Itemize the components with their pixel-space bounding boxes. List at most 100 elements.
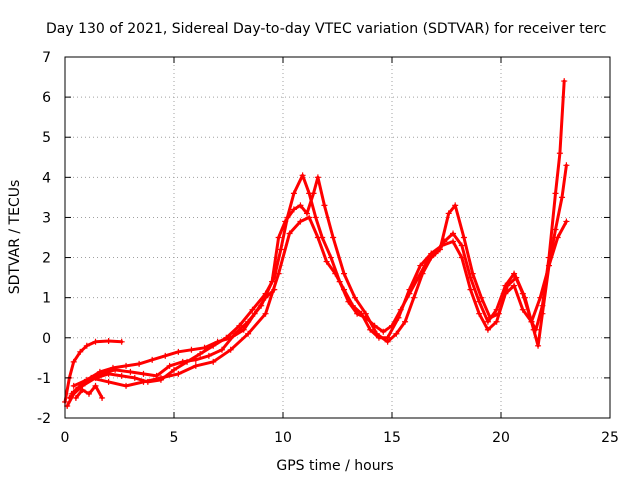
data-point [458,242,465,249]
data-point [136,360,143,367]
data-point [85,390,92,397]
y-tick-label: 7 [42,50,51,66]
data-point [131,374,138,381]
data-point [205,352,212,359]
x-tick-label: 25 [601,430,619,446]
data-point [310,190,317,197]
data-point [375,334,382,341]
y-tick-label: 1 [42,291,51,307]
data-point [232,330,239,337]
data-point [157,374,164,381]
data-point [227,346,234,353]
data-point [493,318,500,325]
data-point [406,286,413,293]
series-track-e [70,214,570,389]
data-point [68,390,75,397]
data-point [556,150,563,157]
data-point [306,214,313,221]
data-point [458,254,465,261]
data-point [123,362,130,369]
data-point [341,286,348,293]
data-point [188,346,195,353]
data-point [545,262,552,269]
data-point [513,274,520,281]
x-tick-label: 15 [383,430,401,446]
data-point [563,162,570,169]
y-axis-label: SDTVAR / TECUs [7,180,23,295]
data-point [175,348,182,355]
data-point [327,254,334,261]
data-point [197,350,204,357]
y-tick-label: 2 [42,251,51,267]
data-point [452,202,459,209]
data-point [417,262,424,269]
data-point [79,386,86,393]
series-line [65,288,276,408]
y-axis: -2 -1 0 1 2 3 4 5 6 7 [37,50,610,427]
data-point [469,270,476,277]
data-point [341,270,348,277]
data-point [245,318,252,325]
data-point [286,230,293,237]
y-tick-label: 5 [42,130,51,146]
data-point [384,334,391,341]
data-point [537,294,544,301]
data-point [210,342,217,349]
data-point [210,358,217,365]
grid-lines [65,57,610,418]
data-point [275,234,282,241]
data-point [521,294,528,301]
data-point [127,368,134,375]
data-point [504,282,511,289]
data-point [559,194,566,201]
y-tick-label: -1 [37,371,51,387]
data-point [511,270,518,277]
data-point [123,382,130,389]
data-point [450,230,457,237]
x-tick-label: 5 [170,430,179,446]
data-point [476,298,483,305]
data-point [312,214,319,221]
data-point [262,310,269,317]
x-tick-label: 0 [61,430,70,446]
data-point [502,290,509,297]
data-point [332,270,339,277]
data-point [321,202,328,209]
data-point [445,210,452,217]
data-point [484,318,491,325]
data-point [277,246,284,253]
data-point [70,358,77,365]
data-point [528,318,535,325]
data-point [367,326,374,333]
series-line [67,79,566,400]
series-track-b [64,286,278,409]
data-point [303,210,310,217]
data-point [290,206,297,213]
data-point [450,238,457,245]
data-point [530,326,537,333]
data-point [171,366,177,373]
data-point [395,314,402,321]
data-marks [62,78,570,409]
data-point [249,306,256,313]
data-point [351,294,358,301]
data-point [297,202,304,209]
data-point [70,382,77,389]
data-point [240,326,247,333]
series-track-f [72,382,106,401]
data-point [105,337,112,344]
series-line [72,215,568,388]
data-point [92,338,99,345]
series-line [70,163,568,396]
data-point [402,318,409,325]
data-point [314,174,321,181]
chart-title: Day 130 of 2021, Sidereal Day-to-day VTE… [46,21,606,37]
data-point [519,306,526,313]
data-point [140,378,147,385]
data-point [118,372,125,379]
data-point [460,234,467,241]
data-point [269,278,276,285]
data-point [563,218,570,225]
y-tick-label: 3 [42,210,51,226]
